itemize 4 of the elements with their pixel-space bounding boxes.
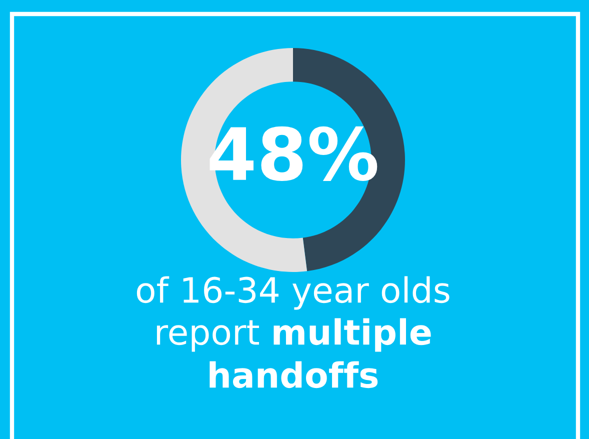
text: of 16-34 year olds <box>136 276 450 310</box>
text: multiple <box>274 318 431 352</box>
text: handoffs <box>210 361 378 388</box>
text: report <box>156 320 260 352</box>
